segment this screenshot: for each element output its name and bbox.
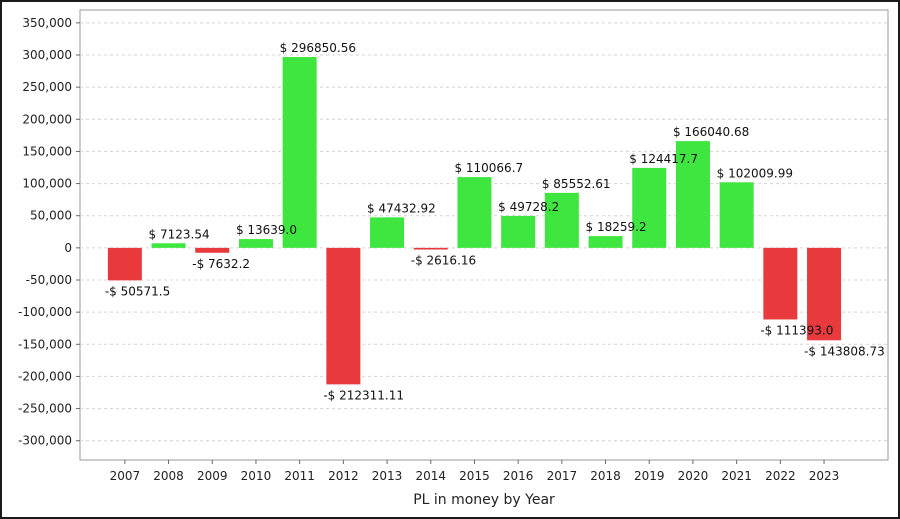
bar-2023	[807, 247, 842, 341]
bar-2022	[763, 247, 798, 320]
bar-2021	[719, 182, 754, 248]
x-axis-label: PL in money by Year	[413, 492, 555, 508]
x-tick-label-2019: 2019	[634, 469, 665, 483]
data-label-2015: $ 110066.7	[454, 161, 523, 175]
x-tick-label-2009: 2009	[197, 469, 228, 483]
bar-2012	[326, 247, 361, 385]
y-tick-label: 250,000	[22, 80, 72, 94]
y-tick-label: 300,000	[22, 48, 72, 62]
y-tick-label: 200,000	[22, 112, 72, 126]
data-label-2017: $ 85552.61	[542, 177, 611, 191]
x-tick-label-2014: 2014	[415, 469, 446, 483]
data-label-2012: -$ 212311.11	[323, 388, 404, 402]
data-label-2016: $ 49728.2	[498, 200, 559, 214]
x-tick-label-2012: 2012	[328, 469, 359, 483]
bar-2017	[544, 192, 579, 248]
x-tick-label-2007: 2007	[110, 469, 141, 483]
y-tick-label: -250,000	[18, 402, 72, 416]
x-tick-label-2013: 2013	[372, 469, 403, 483]
bar-2019	[632, 167, 667, 248]
bar-2009	[195, 247, 230, 253]
bar-2011	[282, 57, 317, 248]
data-label-2011: $ 296850.56	[280, 41, 356, 55]
x-tick-label-2017: 2017	[547, 469, 578, 483]
data-label-2010: $ 13639.0	[236, 223, 297, 237]
x-tick-label-2020: 2020	[678, 469, 709, 483]
data-label-2020: $ 166040.68	[673, 125, 749, 139]
data-label-2009: -$ 7632.2	[192, 257, 250, 271]
y-tick-label: 50,000	[30, 209, 72, 223]
data-label-2019: $ 124417.7	[629, 152, 698, 166]
data-label-2007: -$ 50571.5	[105, 284, 170, 298]
y-tick-label: 100,000	[22, 177, 72, 191]
data-label-2023: -$ 143808.73	[804, 344, 885, 358]
x-tick-label-2008: 2008	[153, 469, 184, 483]
bar-2020	[675, 141, 710, 248]
bar-2007	[107, 247, 142, 281]
y-tick-label: -150,000	[18, 337, 72, 351]
bar-2016	[501, 215, 536, 248]
y-tick-label: 150,000	[22, 144, 72, 158]
y-tick-label: -200,000	[18, 369, 72, 383]
bar-2013	[370, 217, 405, 248]
y-tick-label: 350,000	[22, 16, 72, 30]
bar-2010	[238, 239, 273, 248]
x-tick-label-2010: 2010	[241, 469, 272, 483]
x-tick-label-2022: 2022	[765, 469, 796, 483]
data-label-2008: $ 7123.54	[149, 227, 210, 241]
bars	[107, 57, 842, 385]
y-tick-label: -100,000	[18, 305, 72, 319]
x-tick-label-2018: 2018	[590, 469, 621, 483]
x-tick-label-2021: 2021	[721, 469, 752, 483]
y-axis: 350,000 300,000 250,000 200,000 150,000 100,0…	[18, 16, 80, 448]
bar-2018	[588, 236, 623, 248]
data-label-2013: $ 47432.92	[367, 201, 436, 215]
bar-2015	[457, 177, 492, 248]
data-label-2014: -$ 2616.16	[411, 254, 476, 268]
x-tick-label-2015: 2015	[459, 469, 490, 483]
bar-2008	[151, 243, 186, 248]
x-axis: 2007 2008 2009 2010 2011 2012 2013 2014 2015 2016…	[110, 460, 840, 483]
y-tick-label: -50,000	[26, 273, 72, 287]
y-tick-label: 0	[64, 241, 72, 255]
x-tick-label-2023: 2023	[809, 469, 840, 483]
bar-2014	[413, 247, 448, 250]
data-label-2022: -$ 111393.0	[760, 323, 833, 337]
y-tick-label: -300,000	[18, 434, 72, 448]
data-label-2018: $ 18259.2	[586, 220, 647, 234]
x-tick-label-2011: 2011	[284, 469, 315, 483]
data-label-2021: $ 102009.99	[717, 166, 793, 180]
data-labels: -$ 50571.5 $ 7123.54 -$ 7632.2 $ 13639.0 $ 2…	[105, 41, 885, 402]
x-tick-label-2016: 2016	[503, 469, 534, 483]
